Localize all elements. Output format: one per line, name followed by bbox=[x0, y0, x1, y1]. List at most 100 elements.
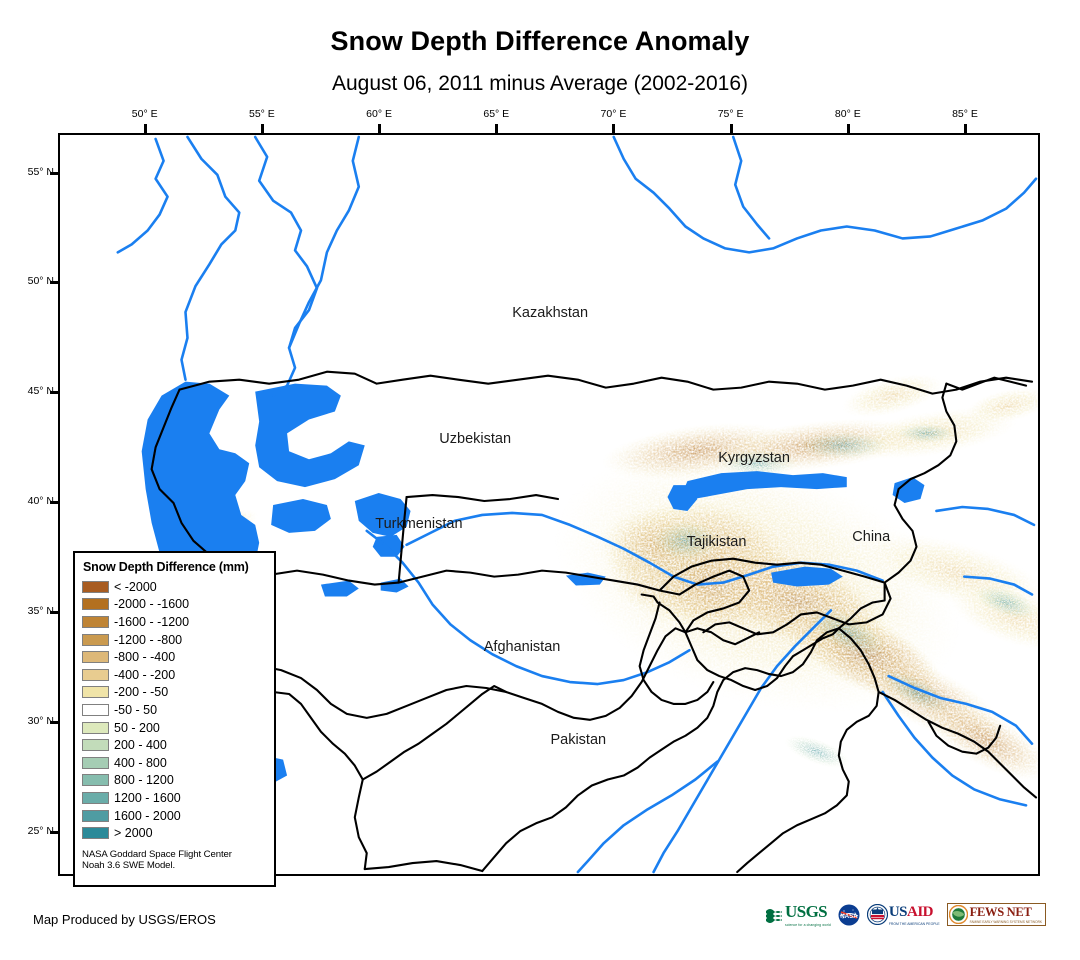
legend-swatch bbox=[82, 686, 109, 699]
fews-globe-icon bbox=[948, 905, 968, 924]
legend-swatch bbox=[82, 809, 109, 822]
lat-tick-mark-25 bbox=[50, 831, 59, 835]
usaid-seal-icon bbox=[866, 904, 888, 925]
lon-tick-label-75: 75° E bbox=[717, 108, 744, 120]
legend-note-line-2: Noah 3.6 SWE Model. bbox=[82, 860, 176, 872]
lon-tick-mark-70 bbox=[612, 124, 616, 133]
country-label-tajikistan: Tajikistan bbox=[686, 533, 747, 550]
legend-label: -400 - -200 bbox=[114, 667, 176, 682]
legend-label: 200 - 400 bbox=[114, 738, 167, 753]
country-label-turkmenistan: Turkmenistan bbox=[375, 516, 463, 533]
legend-label: 50 - 200 bbox=[114, 720, 160, 735]
legend-row[interactable]: -1600 - -1200 bbox=[82, 613, 267, 631]
usaid-logo: US AID FROM THE AMERICAN PEOPLE bbox=[866, 903, 940, 926]
lat-tick-label-25: 25° N bbox=[27, 825, 54, 838]
lon-tick-mark-55 bbox=[260, 124, 264, 133]
nasa-logo: NASA bbox=[838, 904, 860, 926]
legend-label: 1200 - 1600 bbox=[114, 790, 181, 805]
fews-net-wordmark: FEWS NET bbox=[969, 905, 1032, 919]
legend-row[interactable]: 1200 - 1600 bbox=[82, 789, 267, 807]
legend-row[interactable]: -800 - -400 bbox=[82, 648, 267, 666]
legend-label: -2000 - -1600 bbox=[114, 597, 190, 612]
legend-swatch bbox=[82, 721, 109, 734]
country-label-uzbekistan: Uzbekistan bbox=[439, 430, 512, 447]
lat-tick-mark-35 bbox=[50, 611, 59, 615]
lon-tick-mark-85 bbox=[964, 124, 967, 133]
legend-class-list: < -2000 -2000 - -1600 -1600 - -1200 -1200 -… bbox=[82, 578, 267, 842]
legend-row[interactable]: 400 - 800 bbox=[82, 754, 267, 772]
legend-note-line-1: NASA Goddard Space Flight Center bbox=[82, 848, 232, 860]
country-label-pakistan: Pakistan bbox=[550, 731, 607, 748]
legend-swatch bbox=[82, 633, 109, 646]
usaid-wordmark-us: US bbox=[888, 903, 908, 920]
svg-text:NASA: NASA bbox=[840, 913, 858, 920]
lon-tick-label-55: 55° E bbox=[248, 108, 275, 120]
lon-tick-mark-65 bbox=[495, 124, 499, 133]
usaid-tagline: FROM THE AMERICAN PEOPLE bbox=[888, 921, 940, 926]
legend-label: < -2000 bbox=[114, 579, 157, 594]
lat-tick-mark-30 bbox=[50, 721, 59, 725]
lon-tick-mark-80 bbox=[846, 124, 850, 133]
usgs-wordmark: USGS bbox=[785, 902, 828, 921]
legend-label: -200 - -50 bbox=[114, 685, 169, 700]
legend-label: 1600 - 2000 bbox=[114, 808, 181, 823]
legend-swatch bbox=[82, 615, 109, 628]
legend-row[interactable]: -2000 - -1600 bbox=[82, 596, 267, 614]
legend-row[interactable]: 1600 - 2000 bbox=[82, 807, 267, 825]
legend-label: -50 - 50 bbox=[114, 702, 158, 717]
legend-label: -1600 - -1200 bbox=[114, 614, 190, 629]
legend-row[interactable]: < -2000 bbox=[82, 578, 267, 596]
lon-tick-label-60: 60° E bbox=[366, 108, 392, 120]
lat-tick-mark-45 bbox=[50, 391, 59, 395]
legend-row[interactable]: -200 - -50 bbox=[82, 684, 267, 702]
usaid-wordmark-aid: AID bbox=[907, 903, 934, 920]
usgs-wave-icon bbox=[766, 908, 783, 923]
legend-swatch bbox=[82, 756, 109, 769]
legend-row[interactable]: > 2000 bbox=[82, 824, 267, 842]
legend-row[interactable]: -50 - 50 bbox=[82, 701, 267, 719]
legend-row[interactable]: 800 - 1200 bbox=[82, 772, 267, 790]
lat-tick-mark-50 bbox=[50, 281, 59, 285]
fews-net-logo: FEWS NET FAMINE EARLY WARNING SYSTEMS NE… bbox=[946, 903, 1046, 926]
legend-swatch bbox=[82, 598, 109, 611]
legend-swatch bbox=[82, 739, 109, 752]
nasa-meatball-icon: NASA bbox=[838, 904, 860, 925]
country-label-afghanistan: Afghanistan bbox=[483, 639, 561, 656]
country-label-kyrgyzstan: Kyrgyzstan bbox=[718, 450, 790, 467]
legend-swatch bbox=[82, 651, 109, 664]
legend-label: -1200 - -800 bbox=[114, 632, 183, 647]
legend-row[interactable]: 50 - 200 bbox=[82, 719, 267, 737]
map-credit: Map Produced by USGS/EROS bbox=[33, 912, 216, 927]
lon-tick-mark-50 bbox=[143, 124, 147, 133]
usgs-logo: USGS science for a changing world bbox=[765, 902, 831, 927]
legend-label: -800 - -400 bbox=[114, 650, 176, 665]
lat-tick-label-40: 40° N bbox=[27, 495, 54, 508]
lon-tick-label-50: 50° E bbox=[131, 108, 158, 120]
legend-swatch bbox=[82, 668, 109, 681]
country-label-china: China bbox=[852, 529, 891, 546]
lon-tick-label-65: 65° E bbox=[483, 108, 510, 120]
legend-row[interactable]: -400 - -200 bbox=[82, 666, 267, 684]
page-title: Snow Depth Difference Anomaly bbox=[330, 26, 750, 56]
legend-label: 400 - 800 bbox=[114, 755, 167, 770]
lat-tick-label-55: 55° N bbox=[27, 165, 54, 178]
legend-title: Snow Depth Difference (mm) bbox=[83, 560, 249, 574]
lon-tick-label-85: 85° E bbox=[952, 108, 978, 120]
agency-logo-strip: USGS science for a changing world NASA U… bbox=[765, 902, 1046, 927]
legend-swatch bbox=[82, 791, 109, 804]
legend-swatch bbox=[82, 703, 109, 716]
page-subtitle: August 06, 2011 minus Average (2002-2016… bbox=[331, 72, 748, 95]
legend-row[interactable]: 200 - 400 bbox=[82, 736, 267, 754]
legend-label: 800 - 1200 bbox=[114, 773, 174, 788]
map-legend[interactable]: Snow Depth Difference (mm) < -2000 -2000 … bbox=[73, 551, 276, 887]
lat-tick-mark-40 bbox=[50, 501, 59, 505]
usgs-tagline: science for a changing world bbox=[785, 923, 831, 927]
legend-label: > 2000 bbox=[114, 826, 153, 841]
lat-tick-label-35: 35° N bbox=[27, 605, 54, 618]
lat-tick-label-50: 50° N bbox=[27, 275, 54, 288]
lat-tick-label-30: 30° N bbox=[27, 715, 54, 728]
legend-swatch bbox=[82, 580, 109, 593]
lat-tick-mark-55 bbox=[50, 171, 59, 175]
lon-tick-label-80: 80° E bbox=[834, 108, 861, 120]
legend-row[interactable]: -1200 - -800 bbox=[82, 631, 267, 649]
